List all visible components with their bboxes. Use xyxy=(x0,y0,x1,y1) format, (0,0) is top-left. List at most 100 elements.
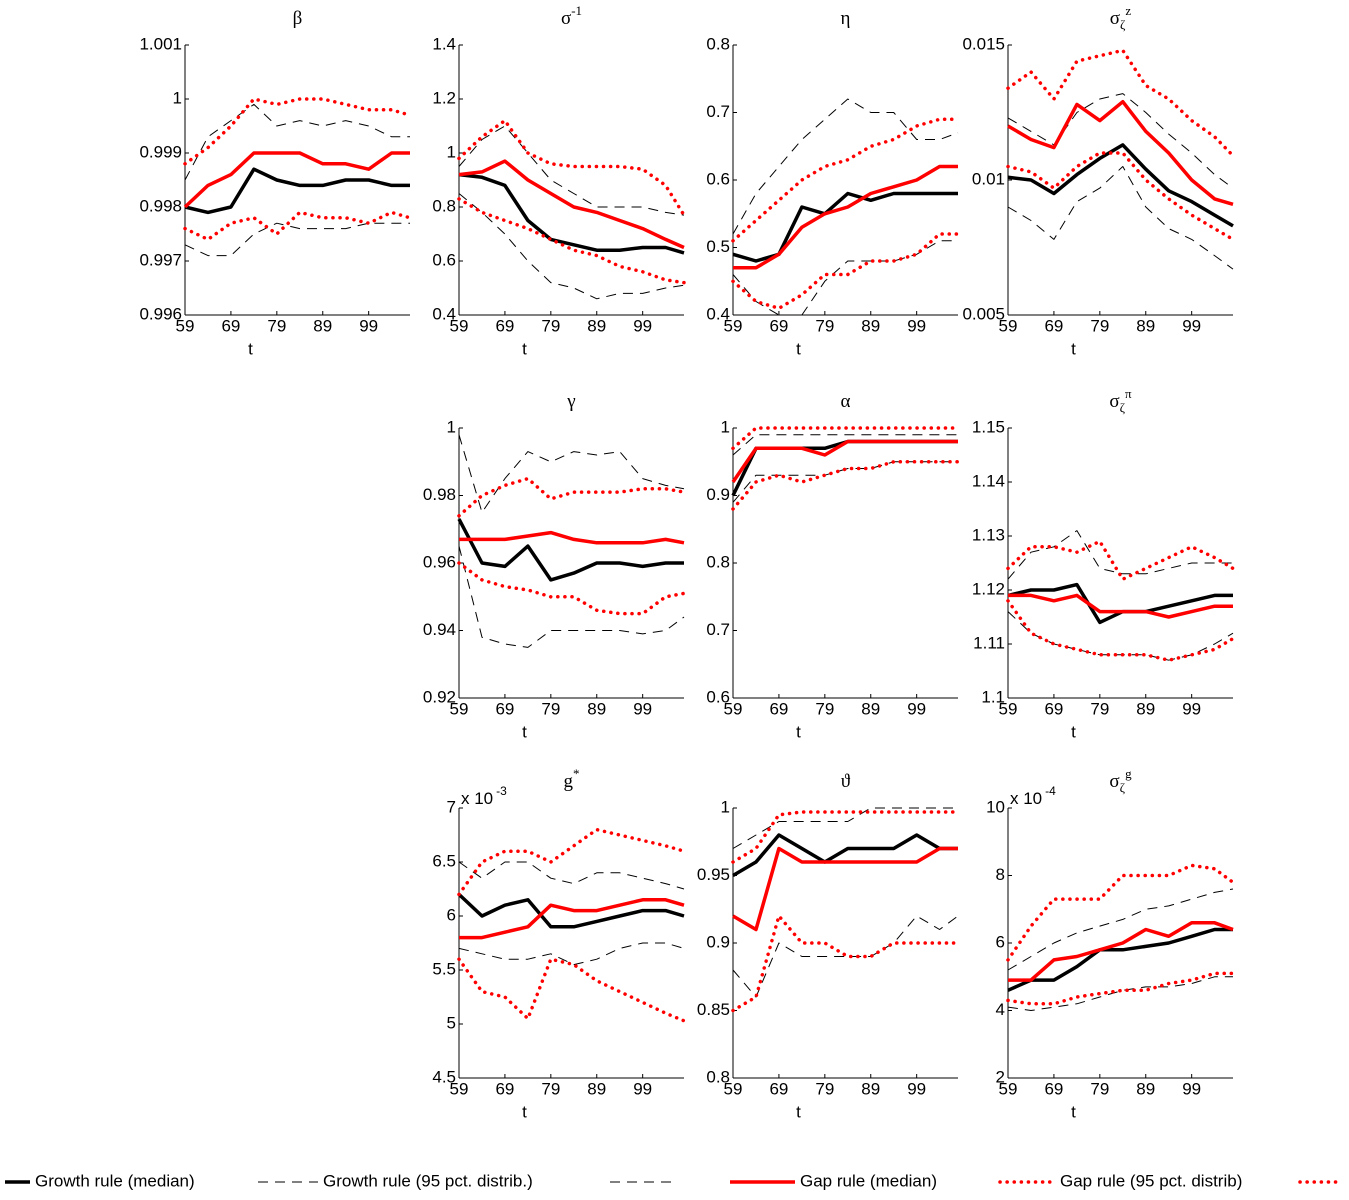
median-line xyxy=(183,151,410,209)
x-tick-label: 79 xyxy=(541,1079,560,1098)
y-tick-label: 0.999 xyxy=(139,142,182,161)
x-axis-label: t xyxy=(1071,1102,1076,1121)
chart-title: α xyxy=(841,391,851,412)
x-tick-label: 99 xyxy=(1182,699,1201,718)
x-tick-label: 99 xyxy=(907,1079,926,1098)
y-tick-label: 0.4 xyxy=(706,304,730,323)
x-axis-label: t xyxy=(522,722,527,741)
x-tick-label: 79 xyxy=(815,316,834,335)
x-tick-label: 79 xyxy=(541,699,560,718)
y-tick-label: 0.997 xyxy=(139,250,182,269)
x-tick-label: 89 xyxy=(313,316,332,335)
y-tick-label: 1 xyxy=(721,417,730,436)
title-base: σ xyxy=(1110,8,1120,29)
band-lower-line xyxy=(1006,971,1235,1006)
y-tick-label: 1 xyxy=(721,797,730,816)
y-tick-label: 1 xyxy=(447,142,456,161)
legend-label: Growth rule (95 pct. distrib.) xyxy=(323,1171,533,1190)
y-tick-label: 0.8 xyxy=(706,34,730,53)
x-tick-label: 69 xyxy=(769,316,788,335)
band-upper-line xyxy=(732,807,958,849)
band-upper-line xyxy=(1006,539,1235,581)
title-sub: ζ xyxy=(1120,17,1126,32)
x-tick-label: 79 xyxy=(267,316,286,335)
band-upper-line xyxy=(732,98,959,235)
band-lower-line xyxy=(731,460,960,511)
legend-label: Growth rule (median) xyxy=(35,1171,195,1190)
x-axis-label: t xyxy=(522,339,527,358)
x-tick-label: 99 xyxy=(907,699,926,718)
y-tick-label: 1.13 xyxy=(972,525,1005,544)
band-lower-line xyxy=(732,240,958,316)
chart-title: β xyxy=(293,8,303,29)
y-tick-label: 6.5 xyxy=(432,851,456,870)
x-tick-label: 59 xyxy=(450,699,469,718)
title-base: σ xyxy=(561,8,571,29)
y-tick-label: 4.5 xyxy=(432,1067,456,1086)
y-tick-label: 4 xyxy=(996,1000,1005,1019)
x-tick-label: 59 xyxy=(999,1079,1018,1098)
scale-label: x 10 -3 xyxy=(461,784,507,808)
title-base: α xyxy=(841,391,851,412)
median-line xyxy=(457,518,684,582)
scale-exp: -3 xyxy=(496,784,507,798)
band-lower-line xyxy=(457,561,686,616)
band-lower-line xyxy=(458,942,685,966)
chart-title: η xyxy=(841,8,851,29)
title-base: σ xyxy=(1109,771,1119,792)
band-lower-line xyxy=(731,914,960,1013)
y-tick-label: 0.7 xyxy=(706,102,730,121)
y-tick-label: 10 xyxy=(986,797,1005,816)
median-line xyxy=(731,439,958,483)
y-tick-label: 1.4 xyxy=(432,34,456,53)
band-lower-line xyxy=(458,545,685,648)
band-lower-line xyxy=(732,461,958,503)
band-upper-line xyxy=(1007,530,1233,580)
band-lower-line xyxy=(457,197,686,285)
median-line xyxy=(1007,927,1233,992)
y-tick-label: 1.11 xyxy=(973,633,1005,652)
band-upper-line xyxy=(458,861,685,890)
median-line xyxy=(732,191,958,263)
band-upper-line xyxy=(458,434,685,513)
median-line xyxy=(184,167,410,215)
x-tick-label: 59 xyxy=(724,699,743,718)
x-axis-label: t xyxy=(248,339,253,358)
band-lower-line xyxy=(184,222,410,257)
y-tick-label: 0.6 xyxy=(706,687,730,706)
y-tick-label: 0.8 xyxy=(706,552,730,571)
band-upper-line xyxy=(458,125,685,216)
x-tick-label: 99 xyxy=(359,316,378,335)
y-tick-label: 1.14 xyxy=(972,471,1005,490)
x-tick-label: 99 xyxy=(907,316,926,335)
median-line xyxy=(1007,99,1234,206)
chart-title: σζg xyxy=(1109,766,1132,795)
median-line xyxy=(1007,582,1233,625)
x-tick-label: 99 xyxy=(1182,316,1201,335)
median-line xyxy=(457,893,685,929)
y-tick-label: 1.15 xyxy=(972,417,1005,436)
title-base: g xyxy=(564,771,574,792)
band-upper-line xyxy=(731,117,960,243)
band-upper-line xyxy=(457,827,686,897)
x-tick-label: 59 xyxy=(724,316,743,335)
y-tick-label: 0.5 xyxy=(706,237,730,256)
band-lower-line xyxy=(1007,976,1233,1011)
x-tick-label: 69 xyxy=(769,699,788,718)
median-line xyxy=(1007,143,1234,228)
y-tick-label: 1.2 xyxy=(432,88,456,107)
y-tick-label: 1 xyxy=(173,88,182,107)
band-lower-line xyxy=(1007,166,1234,270)
band-upper-line xyxy=(1007,888,1234,971)
x-axis-label: t xyxy=(1071,722,1076,741)
x-axis-label: t xyxy=(796,1102,801,1121)
x-axis-label: t xyxy=(1071,339,1076,358)
x-tick-label: 69 xyxy=(1044,316,1063,335)
median-line xyxy=(1008,593,1233,619)
y-tick-label: 0.98 xyxy=(423,485,456,504)
median-line xyxy=(732,833,958,878)
chart-title: γ xyxy=(566,391,575,412)
band-lower-line xyxy=(1006,151,1235,242)
x-tick-label: 99 xyxy=(633,699,652,718)
y-tick-label: 1.1 xyxy=(981,687,1005,706)
